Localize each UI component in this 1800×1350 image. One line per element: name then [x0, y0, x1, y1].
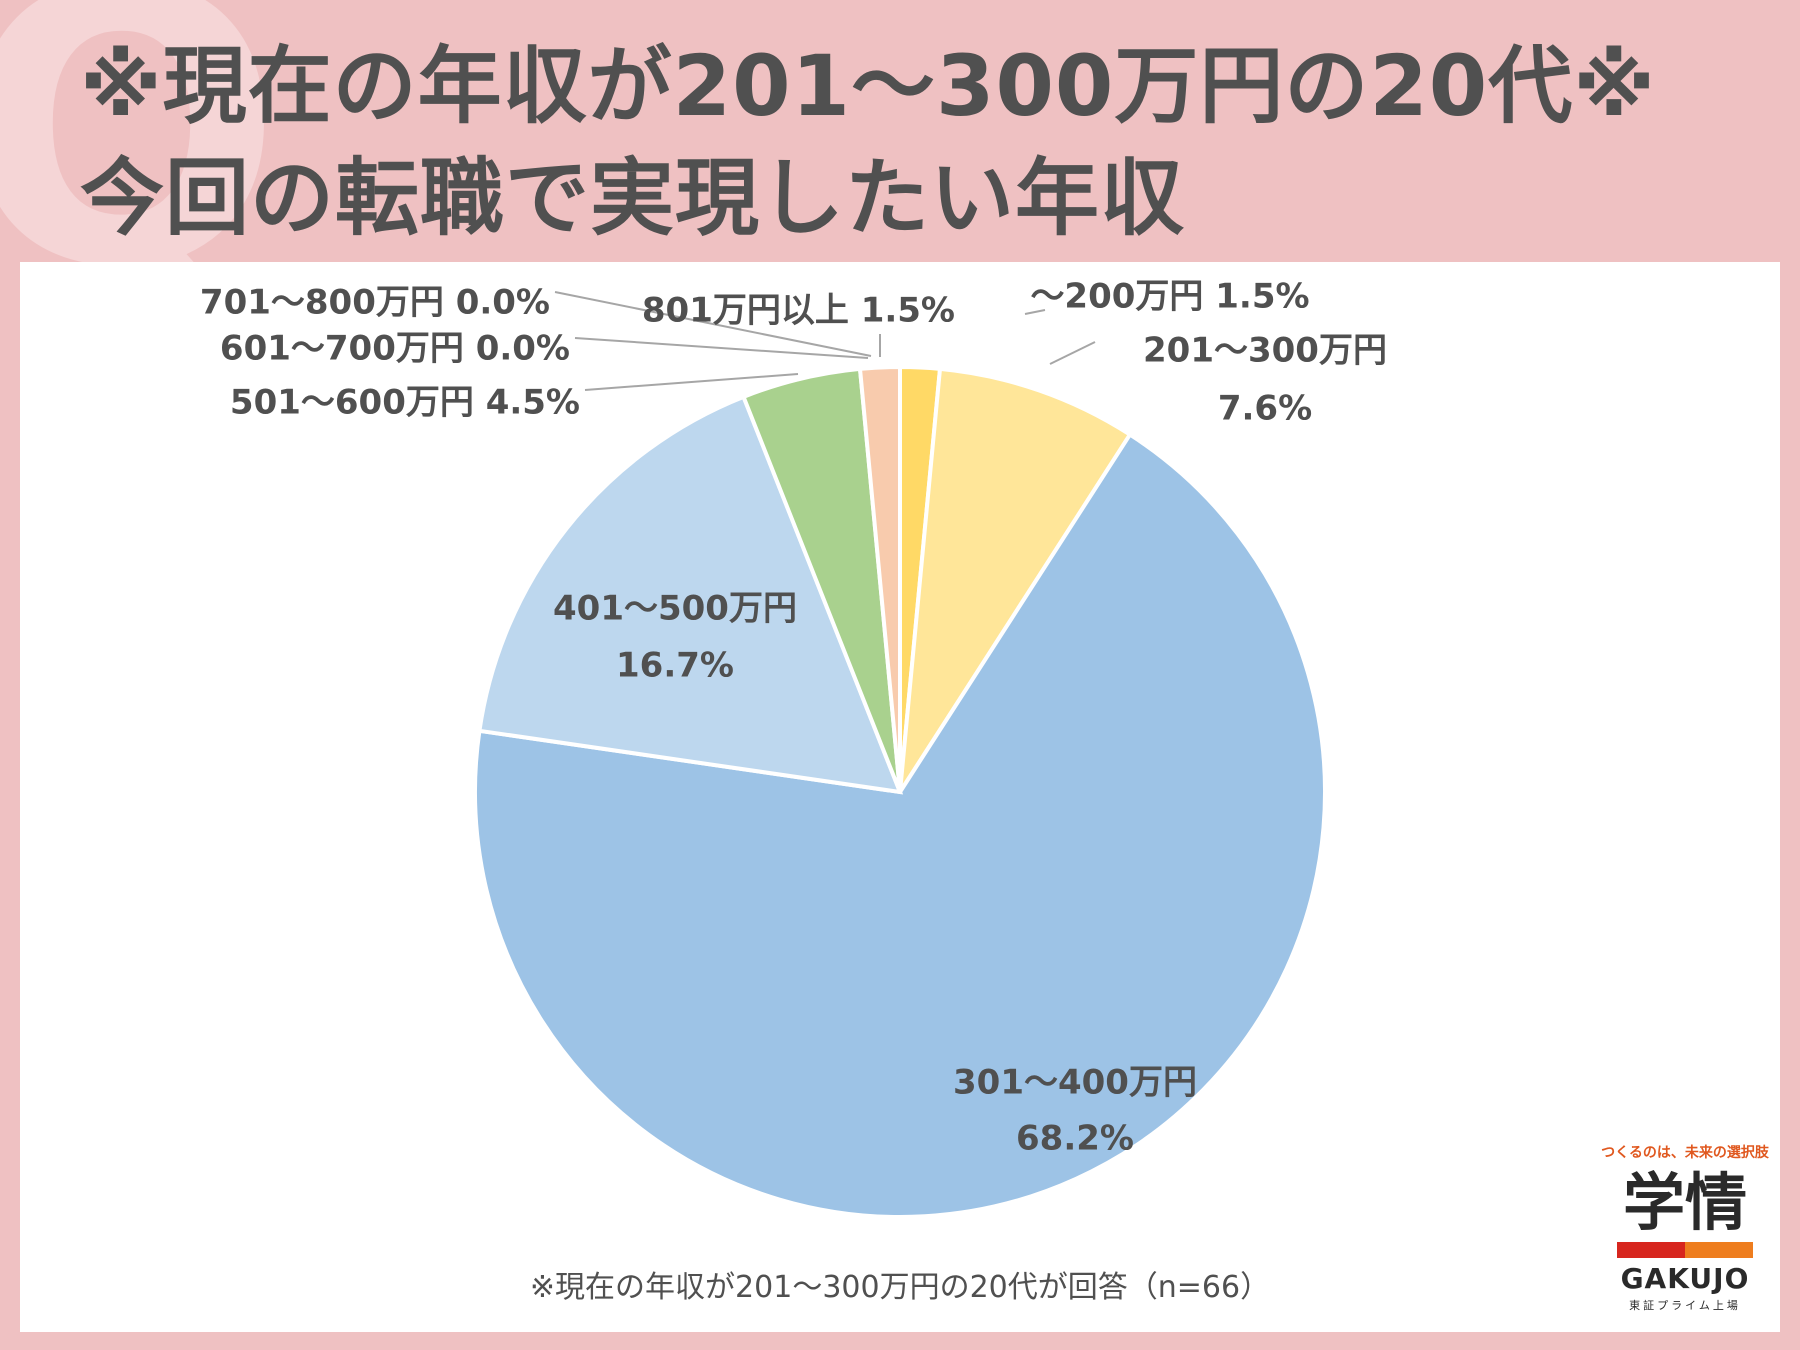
- logo-bar: [1617, 1242, 1753, 1258]
- leader-line: [554, 291, 872, 357]
- slice-value-label: 16.7%: [616, 646, 734, 686]
- leader-line: [574, 337, 869, 359]
- slice-label: 701～800万円 0.0%: [200, 283, 550, 323]
- logo-kanji: 学情: [1622, 1166, 1747, 1239]
- gakujo-logo: つくるのは、未来の選択肢 学情 GAKUJO 東証プライム上場: [1595, 1142, 1775, 1313]
- pie-chart: ～200万円 1.5% 201～300万円 7.6% 301～400万円 68.2% 40…: [200, 277, 1387, 1219]
- slice-value-label: 7.6%: [1218, 389, 1312, 429]
- leader-line: [584, 373, 799, 391]
- slice-value-label: 68.2%: [1016, 1119, 1134, 1159]
- slice-label: ～200万円 1.5%: [1030, 277, 1309, 317]
- title-line-2: 今回の転職で実現したい年収: [80, 149, 1186, 247]
- slice-category-label: 401～500万円: [553, 589, 797, 629]
- logo-subtitle: 東証プライム上場: [1629, 1299, 1741, 1312]
- slice-category-label: 201～300万円: [1143, 331, 1387, 371]
- chart-panel: ～200万円 1.5% 201～300万円 7.6% 301～400万円 68.2% 40…: [20, 262, 1780, 1332]
- pie-slice: [473, 431, 1327, 1219]
- page-title: ※現在の年収が201～300万円の20代※ 今回の転職で実現したい年収: [80, 30, 1656, 254]
- slice-label: 801万円以上 1.5%: [642, 291, 955, 331]
- footnote: ※現在の年収が201～300万円の20代が回答（n=66）: [529, 1270, 1271, 1305]
- leader-line: [1024, 309, 1046, 315]
- pie-slice: [477, 394, 904, 795]
- slice-label: 601～700万円 0.0%: [220, 329, 570, 369]
- title-line-1: ※現在の年収が201～300万円の20代※: [80, 37, 1656, 135]
- slice-category-label: 301～400万円: [953, 1063, 1197, 1103]
- slice-label: 501～600万円 4.5%: [230, 383, 580, 423]
- pie-slice: [857, 364, 902, 793]
- leader-line: [1049, 341, 1096, 365]
- pie-slice: [898, 366, 1133, 794]
- logo-tagline: つくるのは、未来の選択肢: [1601, 1145, 1769, 1161]
- logo-english: GAKUJO: [1620, 1262, 1750, 1295]
